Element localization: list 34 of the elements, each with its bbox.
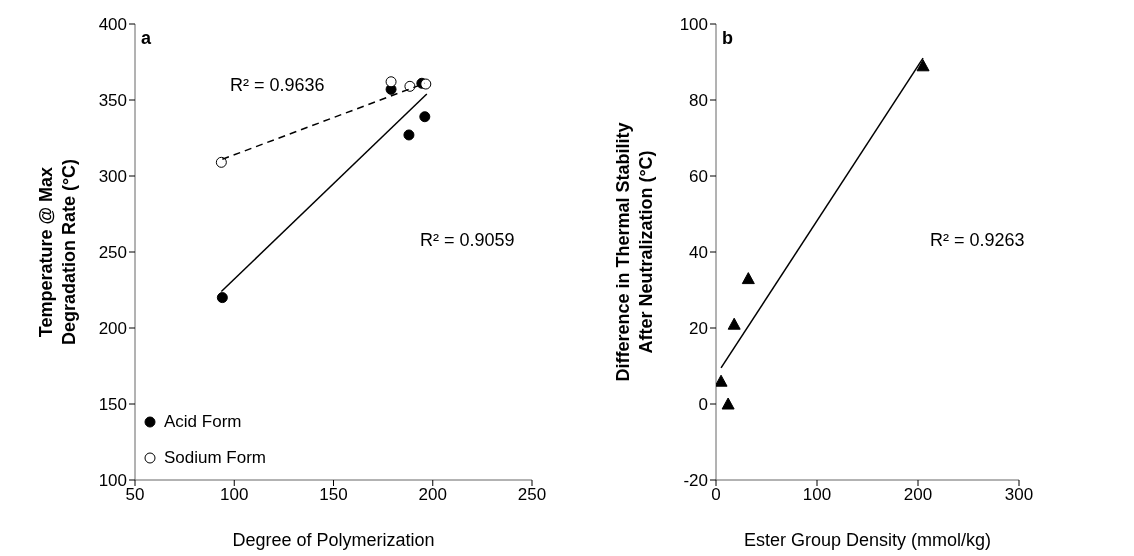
y-tick-label: 40 <box>689 243 708 263</box>
annotation: R² = 0.9059 <box>420 230 515 251</box>
y-axis-title: Temperature @ Max Degradation Rate (°C) <box>35 157 80 348</box>
y-tick-label: 200 <box>98 319 127 339</box>
x-tick-label: 200 <box>903 485 933 505</box>
x-axis-title: Degree of Polymerization <box>232 530 435 550</box>
x-tick-label: 100 <box>802 485 832 505</box>
y-axis-title: Difference in Thermal Stability After Neutralization (°C) <box>612 121 657 384</box>
annotation: R² = 0.9636 <box>230 75 325 96</box>
y-tick-label: 100 <box>679 15 708 35</box>
x-tick-label: 50 <box>125 485 145 505</box>
x-tick-label: 0 <box>711 485 721 505</box>
x-tick-label: 200 <box>418 485 447 505</box>
y-tick-label: 100 <box>98 471 127 491</box>
y-tick-label: 350 <box>98 91 127 111</box>
y-tick-label: 0 <box>698 395 708 415</box>
x-tick-label: 300 <box>1004 485 1034 505</box>
y-tick-label: -20 <box>683 471 708 491</box>
x-axis-title: Ester Group Density (mmol/kg) <box>743 530 992 550</box>
chart-title: b <box>722 28 733 49</box>
y-tick-label: 400 <box>98 15 127 35</box>
y-tick-label: 80 <box>689 91 708 111</box>
y-tick-label: 150 <box>98 395 127 415</box>
x-tick-label: 100 <box>220 485 249 505</box>
y-tick-label: 300 <box>98 167 127 187</box>
x-tick-label: 150 <box>319 485 348 505</box>
legend-label: Sodium Form <box>164 448 267 468</box>
y-tick-label: 20 <box>689 319 708 339</box>
y-tick-label: 250 <box>98 243 127 263</box>
y-tick-label: 60 <box>689 167 708 187</box>
annotation: R² = 0.9263 <box>930 230 1025 251</box>
legend-label: Acid Form <box>164 412 242 432</box>
x-tick-label: 250 <box>517 485 547 505</box>
chart-title: a <box>141 28 152 49</box>
